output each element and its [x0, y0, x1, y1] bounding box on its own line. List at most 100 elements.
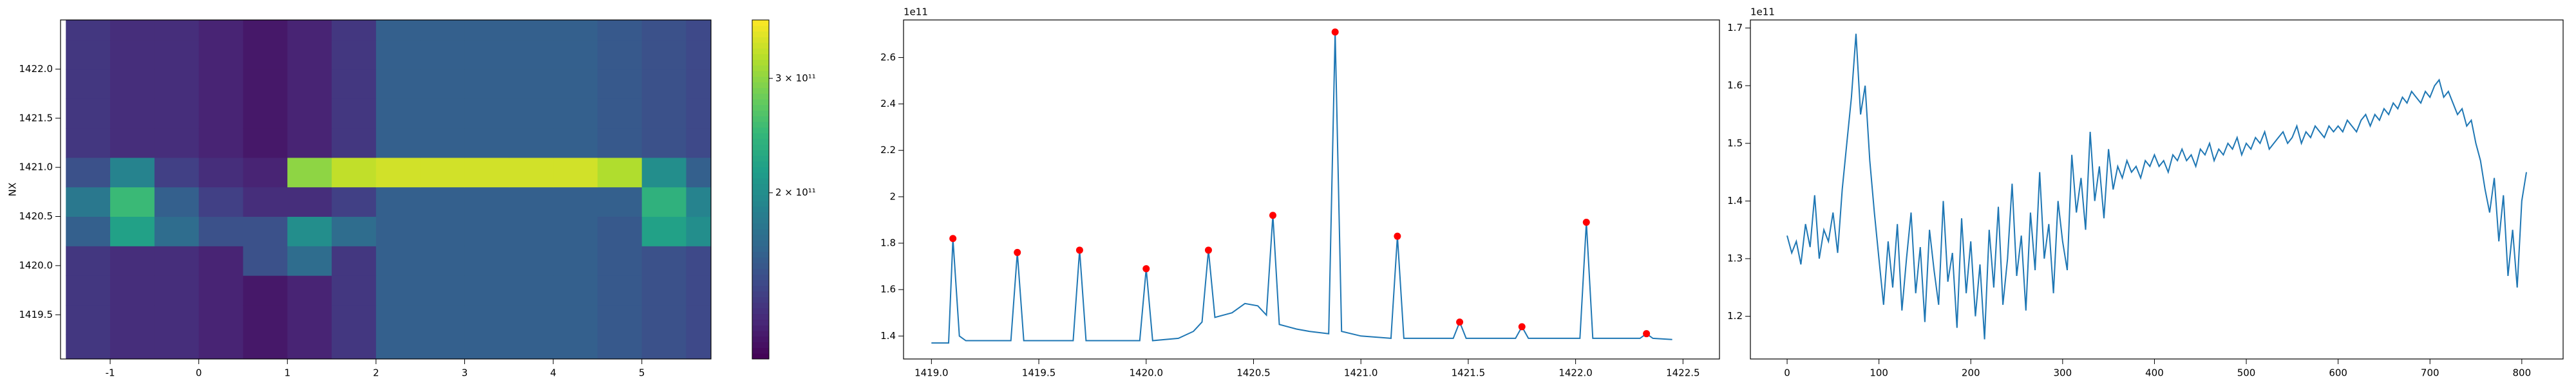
colorbar-step	[752, 347, 769, 354]
heatmap-cell	[198, 187, 243, 217]
heatmap-cell	[110, 304, 155, 335]
x-tick-label: 1420.0	[1130, 367, 1164, 379]
heatmap-cell	[154, 216, 200, 246]
colorbar-step	[752, 42, 769, 49]
colorbar-step	[752, 313, 769, 320]
x-tick-label: 1	[284, 367, 290, 379]
heatmap-cell	[553, 304, 598, 335]
heatmap-cell	[110, 39, 155, 69]
x-tick-label: 3	[462, 367, 468, 379]
y-tick-label: 1419.5	[19, 309, 53, 320]
colorbar-step	[752, 172, 769, 179]
heatmap-cell	[553, 98, 598, 129]
heatmap-cell	[154, 20, 200, 41]
heatmap-cell	[66, 304, 111, 335]
y-tick-label: 1.8	[880, 237, 896, 249]
heatmap-cell	[464, 334, 509, 359]
heatmap-cell	[66, 334, 111, 359]
heatmap-cell	[198, 275, 243, 306]
heatmap-cell	[154, 275, 200, 306]
heatmap-cell	[553, 216, 598, 246]
colorbar-step	[752, 223, 769, 230]
colorbar-step	[752, 268, 769, 275]
peak-marker	[1331, 28, 1339, 36]
heatmap-cell	[287, 246, 332, 276]
colorbar-step	[752, 138, 769, 145]
heatmap-cell	[287, 187, 332, 217]
colorbar-step	[752, 297, 769, 303]
x-tick-label: -1	[106, 367, 115, 379]
colorbar-step	[752, 133, 769, 139]
heatmap-cell	[464, 304, 509, 335]
x-tick-label: 100	[1870, 367, 1888, 379]
axes-frame	[1750, 19, 2564, 360]
y-offset-text: 1e11	[1750, 6, 1775, 18]
y-tick-label: 2.6	[880, 51, 896, 63]
colorbar-step	[752, 206, 769, 213]
colorbar-step	[752, 201, 769, 207]
heatmap-cell	[686, 246, 711, 276]
colorbar-step	[752, 331, 769, 337]
heatmap-cell	[66, 69, 111, 99]
heatmap-cell	[287, 69, 332, 99]
heatmap-cell	[66, 128, 111, 158]
peak-marker	[1643, 330, 1651, 338]
heatmap-cell	[198, 304, 243, 335]
heatmap-cell	[110, 216, 155, 246]
heatmap-cell	[332, 20, 377, 41]
heatmap-cell	[420, 69, 465, 99]
heatmap-cell	[332, 128, 377, 158]
heatmap-cell	[420, 128, 465, 158]
colorbar-step	[752, 246, 769, 252]
heatmap-cell	[420, 304, 465, 335]
colorbar-step	[752, 280, 769, 286]
heatmap-cell	[287, 20, 332, 41]
x-tick-label: 1419.5	[1022, 367, 1056, 379]
heatmap-cell	[66, 187, 111, 217]
y-tick-label: 1422.0	[19, 63, 53, 75]
y-tick-label: 2.2	[880, 144, 896, 156]
heatmap-cell	[509, 304, 554, 335]
colorbar-tick-label: 3 × 10¹¹	[775, 72, 816, 84]
heatmap-cell	[597, 39, 643, 69]
heatmap-cell	[375, 39, 421, 69]
heatmap-cell	[154, 69, 200, 99]
colorbar-step	[752, 285, 769, 292]
heatmap-cell	[332, 334, 377, 359]
heatmap-cell	[243, 246, 288, 276]
heatmap-cell	[641, 187, 687, 217]
heatmap-cell	[110, 20, 155, 41]
x-tick-label: 4	[550, 367, 556, 379]
x-tick-label: 300	[2054, 367, 2072, 379]
peak-marker	[1014, 248, 1021, 256]
heatmap-cell	[154, 304, 200, 335]
heatmap-cell	[641, 128, 687, 158]
colorbar-step	[752, 274, 769, 280]
colorbar-step	[752, 25, 769, 32]
heatmap-cell	[509, 157, 554, 188]
heatmap-cell	[243, 39, 288, 69]
colorbar-tick-label: 2 × 10¹¹	[775, 187, 816, 198]
heatmap-cell	[66, 246, 111, 276]
heatmap-cell	[597, 157, 643, 188]
heatmap-cell	[464, 275, 509, 306]
x-tick-label: 500	[2237, 367, 2256, 379]
colorbar-step	[752, 53, 769, 60]
axes-frame	[60, 19, 712, 360]
heatmap-cell	[509, 98, 554, 129]
colorbar-step	[752, 65, 769, 71]
heatmap-cell	[686, 304, 711, 335]
colorbar-step	[752, 104, 769, 111]
heatmap-cell	[332, 187, 377, 217]
heatmap-cell	[597, 128, 643, 158]
heatmap-cell	[66, 157, 111, 188]
heatmap-cell	[420, 157, 465, 188]
heatmap-cell	[420, 20, 465, 41]
heatmap-cell	[686, 275, 711, 306]
heatmap-cell	[332, 69, 377, 99]
x-tick-label: 600	[2329, 367, 2347, 379]
heatmap-cell	[553, 20, 598, 41]
colorbar-step	[752, 319, 769, 326]
peak-marker	[1456, 318, 1464, 326]
y-tick-label: 1420.0	[19, 259, 53, 271]
